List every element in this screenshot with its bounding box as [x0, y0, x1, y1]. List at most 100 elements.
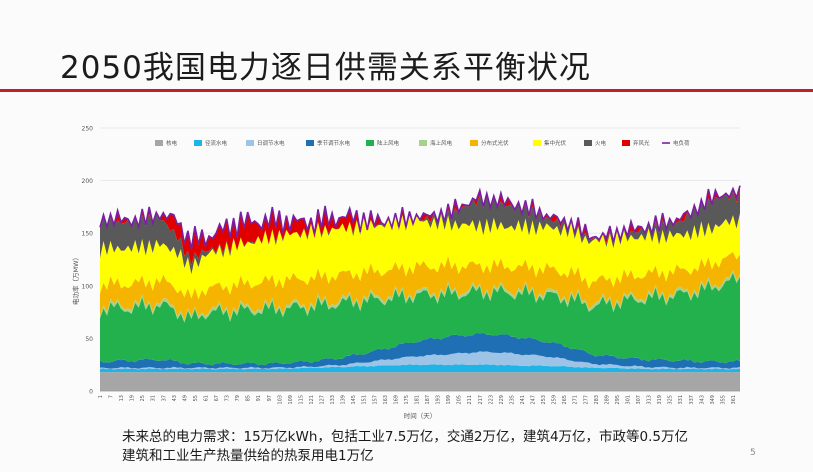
legend-label-onshore_wind: 陆上风电 [377, 139, 400, 147]
x-tick-label: 61 [203, 395, 209, 401]
legend-swatch-curtailment [622, 140, 630, 146]
x-tick-label: 331 [678, 395, 684, 405]
y-axis-label: 电功率（万MW） [71, 254, 80, 305]
x-tick-label: 109 [288, 395, 294, 405]
x-tick-label: 241 [520, 395, 526, 405]
series-area-daily_hydro [100, 351, 740, 370]
legend-swatch-onshore_wind [366, 140, 374, 146]
y-tick-label: 100 [82, 283, 94, 290]
legend-label-curtailment: 弃风光 [633, 139, 650, 147]
x-tick-label: 73 [225, 395, 231, 401]
x-tick-label: 49 [182, 395, 188, 401]
x-tick-label: 13 [119, 395, 125, 401]
x-tick-label: 19 [130, 395, 136, 401]
series-area-central_pv [100, 213, 740, 300]
x-tick-label: 361 [731, 395, 737, 405]
x-tick-label: 355 [720, 395, 726, 405]
series-area-onshore_wind [100, 272, 740, 366]
x-tick-label: 211 [467, 395, 473, 405]
series-area-seasonal_hydro [100, 332, 740, 369]
x-tick-label: 127 [320, 395, 326, 405]
x-tick-label: 103 [277, 395, 283, 405]
x-tick-label: 115 [298, 395, 304, 405]
y-tick-label: 200 [82, 178, 94, 185]
x-tick-label: 169 [393, 395, 399, 405]
legend-swatch-seasonal_hydro [306, 140, 314, 146]
x-tick-label: 157 [372, 395, 378, 405]
x-tick-label: 37 [161, 395, 167, 401]
x-tick-label: 337 [689, 395, 695, 405]
legend-label-offshore_wind: 海上风电 [430, 139, 453, 147]
x-tick-label: 193 [436, 395, 442, 405]
legend-label-thermal: 火电 [595, 139, 607, 147]
legend-label-seasonal_hydro: 季节调节水电 [317, 139, 351, 147]
series-area-distributed_pv [100, 251, 740, 320]
x-tick-label: 25 [140, 395, 146, 401]
x-tick-label: 55 [193, 395, 199, 401]
legend-label-load: 电负荷 [673, 139, 690, 147]
x-tick-label: 139 [341, 395, 347, 405]
x-tick-label: 97 [267, 395, 273, 401]
legend-label-central_pv: 集中光伏 [544, 139, 567, 147]
x-tick-label: 151 [362, 395, 368, 405]
x-tick-label: 145 [351, 395, 357, 405]
x-tick-label: 223 [488, 395, 494, 405]
x-tick-label: 79 [235, 395, 241, 401]
x-tick-label: 253 [541, 395, 547, 405]
x-tick-label: 307 [636, 395, 642, 405]
caption-line-1: 未来总的电力需求：15万亿kWh，包括工业7.5万亿，交通2万亿，建筑4万亿，市… [122, 429, 689, 445]
x-tick-label: 43 [172, 395, 178, 401]
legend-swatch-distributed_pv [470, 140, 478, 146]
x-tick-label: 247 [531, 395, 537, 405]
x-tick-label: 235 [509, 395, 515, 405]
legend-swatch-runofriver_hydro [194, 140, 202, 146]
series-area-runofriver_hydro [100, 364, 740, 373]
x-tick-label: 295 [615, 395, 621, 405]
x-tick-label: 289 [604, 395, 610, 405]
series-area-nuclear [100, 372, 740, 391]
slide-title: 2050我国电力逐日供需关系平衡状况 [60, 50, 591, 86]
legend-label-daily_hydro: 日调节水电 [257, 139, 285, 147]
legend-label-distributed_pv: 分布式光伏 [481, 139, 509, 147]
legend-swatch-thermal [584, 140, 592, 146]
x-tick-label: 229 [499, 395, 505, 405]
x-tick-label: 313 [647, 395, 653, 405]
x-tick-label: 325 [668, 395, 674, 405]
legend-swatch-central_pv [533, 140, 541, 146]
title-divider [0, 89, 813, 92]
x-tick-label: 85 [246, 395, 252, 401]
page-number: 5 [750, 448, 756, 458]
x-tick-label: 271 [573, 395, 579, 405]
legend-label-runofriver_hydro: 径流水电 [205, 139, 228, 147]
series-line-load [99, 185, 741, 250]
x-tick-label: 91 [256, 395, 262, 401]
legend-swatch-offshore_wind [419, 140, 427, 146]
y-tick-label: 150 [82, 231, 94, 238]
x-tick-label: 187 [425, 395, 431, 405]
x-tick-label: 7 [109, 395, 115, 398]
x-tick-label: 205 [457, 395, 463, 405]
y-tick-label: 50 [85, 336, 93, 343]
x-tick-label: 319 [657, 395, 663, 405]
x-tick-label: 265 [562, 395, 568, 405]
x-tick-label: 301 [625, 395, 631, 405]
x-tick-label: 277 [583, 395, 589, 405]
x-tick-label: 199 [446, 395, 452, 405]
x-tick-label: 175 [404, 395, 410, 405]
stacked-area-chart: 0 50 100 150 200 250 1 7 13 19 25 31 37 43 49 55 61 67 73 7… [71, 126, 741, 420]
x-tick-label: 349 [710, 395, 716, 405]
x-tick-label: 181 [414, 395, 420, 405]
x-tick-label: 283 [594, 395, 600, 405]
x-tick-label: 133 [330, 395, 336, 405]
x-axis-label: 时间（天） [404, 411, 437, 420]
legend-label-nuclear: 核电 [166, 139, 178, 147]
x-tick-label: 163 [383, 395, 389, 405]
y-tick-label: 0 [89, 389, 93, 396]
y-tick-label: 250 [82, 126, 94, 133]
x-tick-label: 121 [309, 395, 315, 405]
x-tick-label: 1 [98, 395, 104, 398]
x-tick-label: 343 [699, 395, 705, 405]
x-tick-label: 217 [478, 395, 484, 405]
x-tick-label: 31 [151, 395, 157, 401]
legend-swatch-nuclear [155, 140, 163, 146]
